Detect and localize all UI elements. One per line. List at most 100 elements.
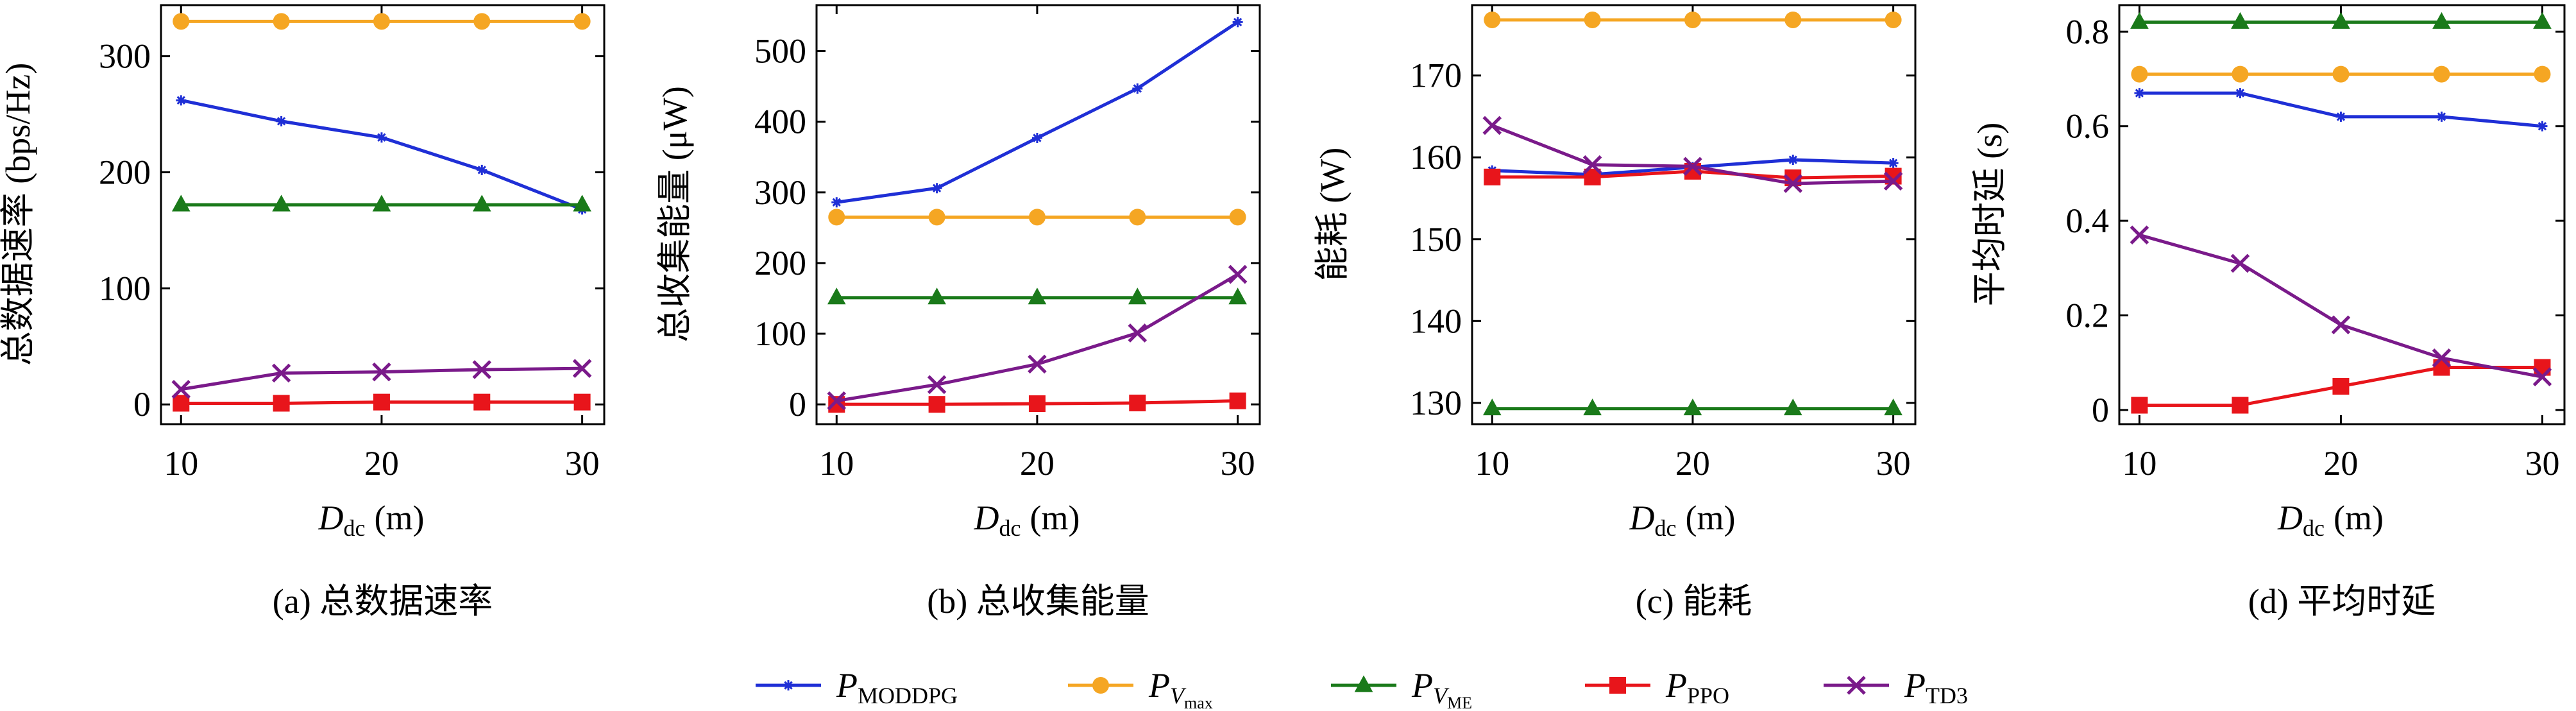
y-axis-label: 能耗 (W) — [1313, 148, 1352, 281]
marker — [171, 194, 191, 212]
y-tick-label: 100 — [754, 314, 806, 353]
marker — [2532, 367, 2552, 387]
legend-subscript: MODDPG — [858, 683, 958, 708]
x-tick-label: 30 — [565, 444, 600, 483]
subplot: 0 0.2 0.4 0.6 0.8 10 20 30 平均时延 (s) Ddc (m) (d) 平均时… — [1970, 4, 2566, 621]
legend-subscript: PPO — [1687, 683, 1729, 708]
x-axis-label: Ddc (m) — [974, 499, 1080, 541]
subplot: 0 100 200 300 400 500 10 20 30 总收集能量 (μW) Ddc (m) (b… — [656, 4, 1261, 621]
marker — [1132, 83, 1143, 94]
subplot-caption: (a) 总数据速率 — [273, 582, 493, 621]
marker — [928, 396, 945, 413]
plot-frame — [2118, 4, 2566, 425]
x-label-unit: (m) — [1030, 499, 1080, 537]
x-tick-label: 30 — [1221, 444, 1255, 483]
marker — [1784, 11, 1802, 28]
legend-label: PVME — [1411, 666, 1472, 711]
marker — [2332, 65, 2350, 83]
series-line — [836, 21, 1239, 204]
marker — [1888, 158, 1899, 169]
marker — [2130, 12, 2149, 29]
marker — [1788, 155, 1799, 166]
y-tick-label: 150 — [1410, 220, 1462, 259]
x-label-unit: (m) — [1685, 499, 1735, 537]
x-tick-label: 20 — [364, 444, 399, 483]
marker — [827, 287, 846, 305]
marker — [2134, 88, 2145, 99]
marker — [372, 362, 391, 382]
marker — [373, 393, 390, 411]
marker — [273, 13, 290, 30]
x-tick-label: 30 — [2525, 444, 2559, 483]
marker — [2436, 111, 2447, 122]
y-tick-label: 300 — [99, 37, 151, 76]
x-tick-label: 30 — [1876, 444, 1911, 483]
marker — [783, 680, 793, 690]
marker — [1884, 398, 1902, 416]
marker — [1028, 354, 1047, 374]
marker — [828, 209, 845, 226]
marker — [1229, 392, 1246, 409]
x-label-subscript: dc — [2303, 515, 2325, 541]
marker — [473, 13, 491, 30]
y-tick-label: 500 — [754, 32, 806, 71]
marker — [1028, 209, 1046, 226]
marker — [2331, 315, 2351, 334]
marker — [373, 13, 390, 30]
marker — [1683, 157, 1702, 176]
marker — [173, 395, 190, 412]
marker — [827, 391, 847, 411]
marker — [1354, 675, 1373, 692]
x-tick-label: 10 — [164, 444, 198, 483]
marker — [2131, 397, 2148, 414]
marker — [1583, 398, 1602, 416]
marker — [1228, 264, 1248, 284]
subplot-caption: (d) 平均时延 — [2248, 582, 2436, 621]
marker — [1128, 323, 1148, 343]
marker — [171, 379, 191, 399]
x-label-symbol: D — [1629, 499, 1655, 537]
y-tick-label: 0.2 — [2066, 296, 2110, 334]
marker — [1847, 676, 1866, 695]
legend-label: PTD3 — [1904, 666, 1968, 708]
y-tick-label: 170 — [1410, 56, 1462, 95]
series-line — [180, 98, 583, 211]
marker — [931, 183, 942, 194]
marker — [271, 363, 291, 383]
x-label-unit: (m) — [2334, 499, 2384, 537]
marker — [1028, 287, 1047, 305]
plot-frame — [1471, 4, 1917, 425]
y-axis-label: 平均时延 (s) — [1970, 123, 2009, 306]
marker — [1683, 398, 1702, 416]
marker — [1484, 11, 1501, 28]
marker — [1482, 116, 1502, 135]
marker — [1031, 133, 1042, 144]
marker — [2533, 12, 2552, 29]
legend-label: PMODDPG — [836, 666, 958, 708]
marker — [2432, 348, 2452, 368]
x-axis-label: Ddc (m) — [1629, 499, 1736, 541]
y-tick-label: 0 — [789, 385, 806, 424]
marker — [1229, 209, 1246, 226]
legend-symbol: P — [1665, 666, 1687, 705]
marker — [273, 395, 290, 412]
x-label-symbol: D — [974, 499, 999, 537]
marker — [1484, 168, 1501, 185]
marker — [472, 194, 491, 212]
y-axis-label: 总收集能量 (μW) — [656, 86, 694, 342]
subplot-caption: (b) 总收集能量 — [927, 582, 1149, 621]
legend-item: PMODDPG — [756, 666, 958, 708]
marker — [2230, 253, 2250, 273]
marker — [2433, 65, 2450, 83]
marker — [573, 393, 591, 411]
x-label-subscript: dc — [344, 515, 366, 541]
x-tick-label: 10 — [819, 444, 854, 483]
legend-subscript: V — [1433, 683, 1450, 708]
marker — [473, 393, 491, 411]
x-tick-label: 10 — [2122, 444, 2157, 483]
marker — [2332, 12, 2350, 29]
marker — [1092, 677, 1109, 694]
marker — [831, 197, 842, 208]
marker — [1129, 394, 1146, 411]
subplot-caption: (c) 能耗 — [1636, 582, 1752, 621]
